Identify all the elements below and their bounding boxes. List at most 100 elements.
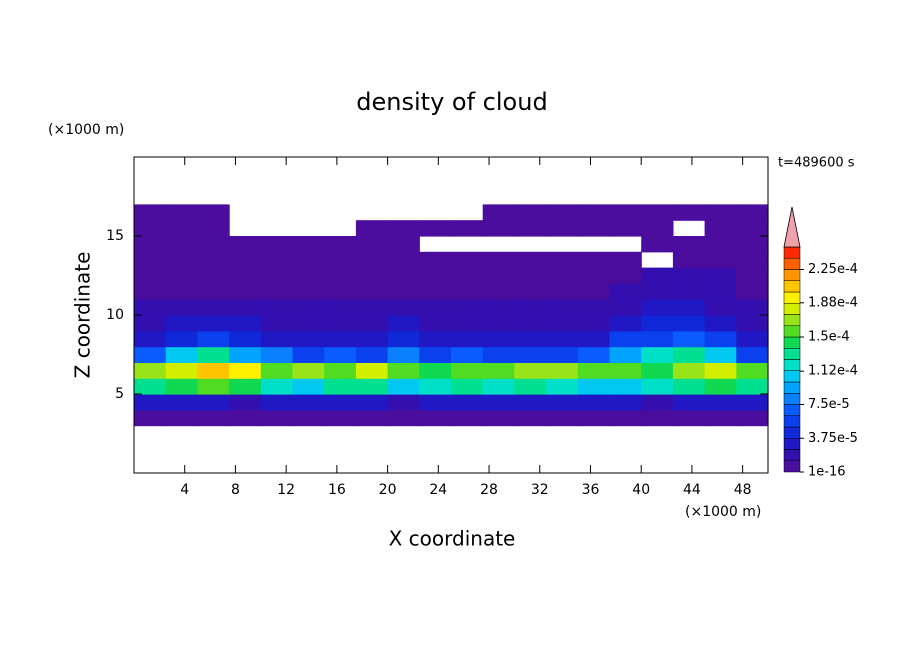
contour-cell (260, 267, 294, 284)
contour-cell (482, 220, 515, 237)
contour-cell (355, 330, 389, 348)
contour-cell (197, 378, 230, 395)
colorbar-band (783, 291, 801, 304)
colorbar-band (783, 258, 801, 270)
x-tick-label: 24 (429, 482, 447, 498)
contour-cell (229, 251, 262, 269)
contour-cell (451, 315, 484, 332)
contour-cell (387, 346, 420, 363)
x-tick-label: 40 (632, 482, 650, 498)
contour-cell (355, 236, 389, 253)
contour-cell (672, 394, 706, 411)
contour-cell (482, 409, 515, 427)
contour-cell (704, 394, 737, 411)
contour-cell (229, 267, 262, 284)
colorbar-label: 1.88e-4 (808, 295, 858, 310)
contour-cell (672, 330, 706, 348)
contour-cell (451, 409, 484, 427)
colorbar-label: 1e-16 (808, 465, 846, 480)
contour-cell (324, 362, 357, 379)
colorbar-band (783, 348, 801, 360)
contour-cell (736, 267, 769, 284)
contour-cell (165, 204, 198, 221)
x-tick-label: 28 (480, 482, 498, 498)
x-tick-label: 8 (231, 482, 240, 498)
contour-cell (197, 409, 230, 427)
contour-cell (134, 204, 167, 221)
contour-cell (387, 220, 420, 237)
contour-cell (514, 220, 547, 237)
contour-cell (229, 236, 262, 253)
contour-cell (482, 315, 515, 332)
contour-cell (609, 378, 642, 395)
contour-cell (641, 394, 674, 411)
contour-cell (229, 299, 262, 316)
contour-cell (546, 378, 579, 395)
contour-cell (577, 330, 611, 348)
contour-cell (197, 220, 230, 237)
contour-cell (292, 330, 325, 348)
contour-cell (736, 236, 769, 253)
contour-cell (672, 299, 706, 316)
x-tick-label: 36 (582, 482, 600, 498)
contour-cell (736, 251, 769, 269)
contour-cell (704, 236, 737, 253)
contour-cell (419, 394, 452, 411)
contour-cell (451, 346, 484, 363)
x-unit: (×1000 m) (685, 504, 761, 520)
colorbar-band (783, 381, 801, 394)
contour-cell (736, 204, 769, 221)
x-tick-label: 16 (328, 482, 346, 498)
contour-cell (704, 251, 737, 269)
contour-cell (482, 204, 515, 221)
contour-cell (704, 330, 737, 348)
contour-cell (482, 362, 515, 379)
contour-cell (197, 299, 230, 316)
colorbar-band (783, 336, 801, 349)
x-tick-label: 44 (683, 482, 701, 498)
x-tick-label: 20 (379, 482, 397, 498)
contour-cell (672, 378, 706, 395)
contour-cell (672, 204, 706, 221)
contour-cell (387, 409, 420, 427)
contour-cell (324, 330, 357, 348)
contour-cell (704, 220, 737, 237)
contour-cell (419, 299, 452, 316)
colorbar-label: 1.5e-4 (808, 330, 850, 345)
colorbar-band (783, 269, 801, 281)
contour-cell (292, 394, 325, 411)
contour-cell (546, 362, 579, 379)
contour-cell (736, 409, 769, 427)
contour-cell (577, 299, 611, 316)
contour-cell (451, 251, 484, 269)
contour-cell (134, 394, 167, 411)
contour-cell (260, 346, 294, 363)
contour-cell (197, 346, 230, 363)
contour-cell (165, 409, 198, 427)
contour-cell (704, 362, 737, 379)
contour-cell (736, 346, 769, 363)
contour-cell (229, 394, 262, 411)
contour-cell (260, 409, 294, 427)
x-tick-label: 4 (180, 482, 189, 498)
contour-cell (355, 394, 389, 411)
contour-cell (197, 362, 230, 379)
contour-cell (514, 251, 547, 269)
colorbar-overflow (783, 206, 801, 248)
contour-cell (482, 346, 515, 363)
contour-cell (514, 299, 547, 316)
colorbar-band (783, 314, 801, 326)
y-tick-label: 15 (106, 228, 124, 244)
contour-cell (482, 251, 515, 269)
contour-cell (229, 283, 262, 300)
contour-cell (672, 283, 706, 300)
contour-cell (641, 220, 674, 237)
contour-cell (451, 220, 484, 237)
contour-cell (355, 409, 389, 427)
contour-cell (546, 409, 579, 427)
contour-cell (355, 362, 389, 379)
contour-cell (292, 251, 325, 269)
contour-cell (641, 283, 674, 300)
contour-cell (229, 378, 262, 395)
contour-cell (736, 362, 769, 379)
